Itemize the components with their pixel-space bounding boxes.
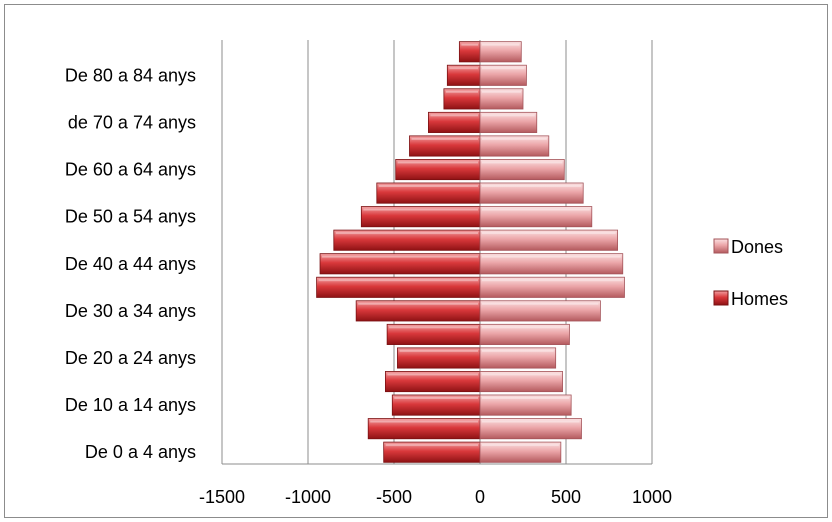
bar-highlight-dones-17 bbox=[482, 43, 520, 46]
bar-highlight-dones-4 bbox=[482, 349, 554, 352]
x-tick-label: -500 bbox=[376, 487, 412, 507]
bar-highlight-dones-10 bbox=[482, 208, 590, 211]
bar-highlight-homes-1 bbox=[370, 420, 478, 423]
bar-highlight-homes-0 bbox=[385, 444, 478, 447]
y-tick-label: De 80 a 84 anys bbox=[65, 65, 196, 85]
bar-dones-1 bbox=[479, 418, 582, 440]
legend-label-homes: Homes bbox=[731, 289, 788, 309]
bar-dones-6 bbox=[479, 300, 601, 322]
y-tick-label: De 60 a 64 anys bbox=[65, 160, 196, 180]
legend-swatch-homes bbox=[713, 290, 729, 306]
x-tick-label: -1000 bbox=[285, 487, 331, 507]
bar-dones-14 bbox=[479, 111, 538, 133]
bar-highlight-homes-16 bbox=[449, 67, 478, 70]
bar-highlight-dones-8 bbox=[482, 255, 621, 258]
legend-swatch-dones bbox=[713, 238, 729, 254]
bar-dones-2 bbox=[479, 394, 572, 416]
bar-dones-16 bbox=[479, 64, 527, 86]
legend-item-dones: Dones bbox=[713, 237, 783, 257]
bar-highlight-dones-13 bbox=[482, 137, 547, 140]
y-tick-label: De 50 a 54 anys bbox=[65, 207, 196, 227]
gridlines bbox=[221, 40, 653, 465]
bar-dones-10 bbox=[479, 206, 593, 228]
bar-dones-13 bbox=[479, 135, 550, 157]
bar-highlight-homes-2 bbox=[394, 396, 478, 399]
bar-highlight-homes-11 bbox=[378, 184, 478, 187]
y-tick-label: De 30 a 34 anys bbox=[65, 301, 196, 321]
bar-highlight-dones-3 bbox=[482, 373, 561, 376]
bar-highlight-homes-8 bbox=[322, 255, 478, 258]
bar-highlight-homes-3 bbox=[387, 373, 478, 376]
bar-dones-11 bbox=[479, 182, 584, 204]
bar-dones-12 bbox=[479, 159, 565, 181]
x-tick-label: -1500 bbox=[199, 487, 245, 507]
y-tick-label: De 40 a 44 anys bbox=[65, 254, 196, 274]
bar-highlight-dones-2 bbox=[482, 396, 570, 399]
bar-dones-3 bbox=[479, 371, 563, 393]
legend: Dones Homes bbox=[713, 237, 788, 309]
bar-highlight-dones-12 bbox=[482, 161, 563, 164]
bar-dones-4 bbox=[479, 347, 557, 369]
bar-highlight-dones-5 bbox=[482, 326, 568, 329]
x-tick-label: 500 bbox=[551, 487, 581, 507]
bars bbox=[316, 41, 625, 463]
bar-highlight-dones-16 bbox=[482, 67, 525, 70]
bar-highlight-homes-14 bbox=[430, 114, 478, 117]
bar-dones-5 bbox=[479, 323, 570, 345]
bar-highlight-homes-5 bbox=[389, 326, 478, 329]
bar-dones-9 bbox=[479, 229, 619, 251]
y-tick-label: De 0 a 4 anys bbox=[85, 442, 196, 462]
bar-highlight-homes-4 bbox=[399, 349, 478, 352]
bar-highlight-homes-7 bbox=[318, 279, 478, 282]
bar-dones-15 bbox=[479, 88, 524, 110]
bar-highlight-homes-9 bbox=[335, 232, 478, 235]
bar-highlight-homes-13 bbox=[411, 137, 478, 140]
bar-dones-17 bbox=[479, 41, 522, 63]
bar-highlight-homes-12 bbox=[397, 161, 478, 164]
bar-dones-8 bbox=[479, 253, 624, 275]
bar-highlight-homes-10 bbox=[363, 208, 478, 211]
legend-item-homes: Homes bbox=[713, 289, 788, 309]
bar-highlight-dones-11 bbox=[482, 184, 582, 187]
bar-highlight-dones-1 bbox=[482, 420, 580, 423]
x-tick-label: 1000 bbox=[632, 487, 672, 507]
x-tick-labels: -1500 -1000 -500 0 500 1000 bbox=[199, 487, 672, 507]
y-tick-label: De 10 a 14 anys bbox=[65, 395, 196, 415]
legend-label-dones: Dones bbox=[731, 237, 783, 257]
bar-highlight-dones-0 bbox=[482, 444, 559, 447]
bar-dones-7 bbox=[479, 276, 625, 298]
bar-highlight-dones-14 bbox=[482, 114, 535, 117]
bar-dones-0 bbox=[479, 441, 562, 463]
y-tick-label: De 20 a 24 anys bbox=[65, 348, 196, 368]
y-tick-label: de 70 a 74 anys bbox=[68, 112, 196, 132]
bar-highlight-dones-7 bbox=[482, 279, 623, 282]
y-tick-labels: De 0 a 4 anys De 10 a 14 anys De 20 a 24 a… bbox=[65, 65, 196, 462]
bar-highlight-dones-9 bbox=[482, 232, 616, 235]
bar-highlight-dones-6 bbox=[482, 302, 599, 305]
bar-highlight-dones-15 bbox=[482, 90, 521, 93]
x-tick-label: 0 bbox=[475, 487, 485, 507]
bar-highlight-homes-15 bbox=[445, 90, 478, 93]
bar-highlight-homes-17 bbox=[461, 43, 478, 46]
bar-highlight-homes-6 bbox=[358, 302, 478, 305]
